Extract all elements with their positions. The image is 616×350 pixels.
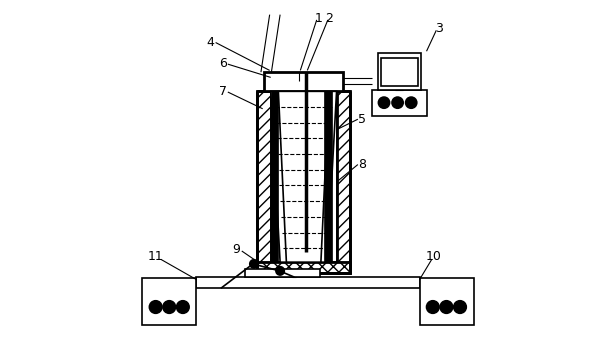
Polygon shape	[270, 91, 336, 262]
Text: 10: 10	[426, 250, 442, 264]
Circle shape	[454, 301, 466, 313]
Bar	[257, 262, 350, 273]
Text: 8: 8	[358, 158, 366, 171]
Circle shape	[163, 301, 176, 313]
Bar	[245, 270, 320, 277]
Bar	[270, 270, 296, 273]
Circle shape	[378, 97, 389, 108]
Text: 7: 7	[219, 85, 227, 98]
Bar	[336, 91, 350, 262]
Circle shape	[440, 301, 453, 313]
Bar	[142, 278, 197, 325]
Bar	[264, 72, 343, 91]
Bar	[373, 90, 426, 116]
Bar	[257, 262, 350, 273]
Circle shape	[177, 301, 189, 313]
Bar	[336, 91, 350, 273]
Bar	[419, 278, 474, 325]
Text: 1: 1	[315, 12, 322, 24]
Text: 11: 11	[148, 250, 163, 264]
Bar	[270, 91, 278, 262]
Circle shape	[249, 260, 258, 268]
Text: 5: 5	[358, 113, 366, 126]
Bar	[257, 91, 270, 273]
Circle shape	[276, 267, 285, 275]
Text: 2: 2	[325, 12, 333, 24]
Bar	[197, 277, 419, 288]
Bar	[378, 53, 421, 90]
Circle shape	[426, 301, 439, 313]
Circle shape	[150, 301, 162, 313]
Text: 3: 3	[435, 22, 443, 35]
Bar	[381, 57, 418, 86]
Bar	[257, 91, 270, 262]
Text: 6: 6	[219, 57, 227, 70]
Text: 4: 4	[206, 36, 214, 49]
Circle shape	[392, 97, 403, 108]
Circle shape	[405, 97, 417, 108]
Text: 9: 9	[233, 244, 240, 257]
Bar	[325, 91, 332, 262]
